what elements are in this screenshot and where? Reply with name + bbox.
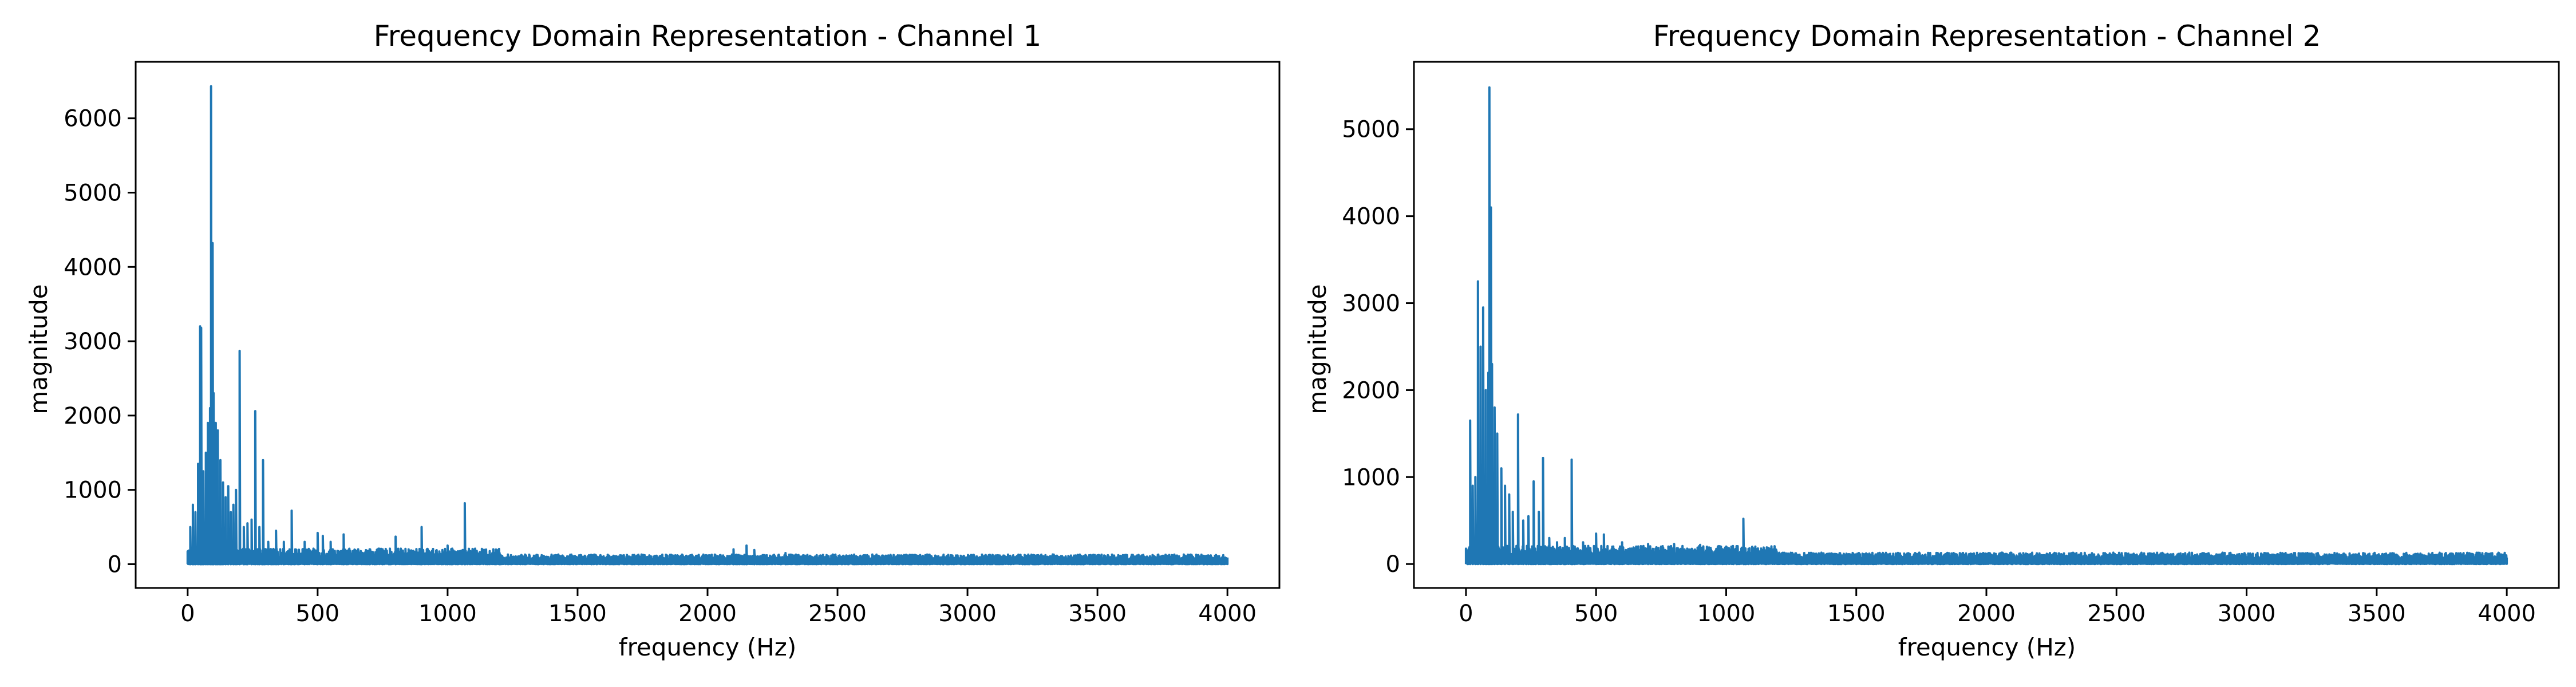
x-tick-label: 1500 [548,601,607,627]
x-tick-label: 2000 [678,601,737,627]
y-tick-label: 4000 [1342,204,1400,230]
y-tick-label: 6000 [64,106,122,132]
x-tick-label: 4000 [1198,601,1257,627]
series-line-channel-1 [186,85,1229,566]
y-tick-label: 2000 [1342,377,1400,404]
x-tick-label: 3500 [1068,601,1127,627]
x-tick-label: 3000 [2218,601,2276,627]
x-axis-label: frequency (Hz) [619,633,796,661]
y-tick-label: 2000 [64,403,122,429]
x-tick-label: 500 [296,601,339,627]
x-tick-label: 4000 [2478,601,2536,627]
y-tick-label: 0 [108,551,122,578]
plot-frame [1413,61,2560,589]
x-tick-label: 0 [180,601,195,627]
y-tick-label: 5000 [1342,117,1400,143]
x-ticks: 0 500 1000 1500 2000 2500 3000 3500 4000 [180,588,1257,627]
y-tick-label: 3000 [64,329,122,355]
chart-title: Frequency Domain Representation - Channe… [374,19,1042,53]
y-tick-label: 1000 [64,477,122,504]
x-tick-label: 3500 [2348,601,2406,627]
x-tick-label: 1500 [1827,601,1886,627]
y-tick-label: 0 [1386,551,1400,578]
y-tick-label: 3000 [1342,291,1400,317]
y-tick-label: 4000 [64,254,122,281]
x-tick-label: 3000 [938,601,997,627]
plot-frame [135,61,1281,589]
x-tick-label: 1000 [1697,601,1756,627]
x-tick-label: 1000 [418,601,477,627]
x-tick-label: 2500 [808,601,867,627]
x-axis-label: frequency (Hz) [1898,633,2076,661]
x-ticks: 0 500 1000 1500 2000 2500 3000 3500 4000 [1459,588,2536,627]
y-ticks: 0 1000 2000 3000 4000 5000 6000 [64,106,136,578]
chart-channel-1: Frequency Domain Representation - Channe… [25,19,1281,661]
x-tick-label: 2000 [1957,601,2016,627]
x-tick-label: 2500 [2087,601,2146,627]
x-tick-label: 0 [1459,601,1473,627]
x-tick-label: 500 [1574,601,1618,627]
y-axis-label: magnitude [1303,284,1332,414]
y-axis-label: magnitude [25,284,53,414]
chart-title: Frequency Domain Representation - Channe… [1653,19,2321,53]
y-tick-label: 1000 [1342,464,1400,491]
y-ticks: 0 1000 2000 3000 4000 5000 [1342,117,1414,578]
series-line-channel-2 [1464,86,2508,566]
chart-channel-2: Frequency Domain Representation - Channe… [1303,19,2560,661]
y-tick-label: 5000 [64,180,122,206]
